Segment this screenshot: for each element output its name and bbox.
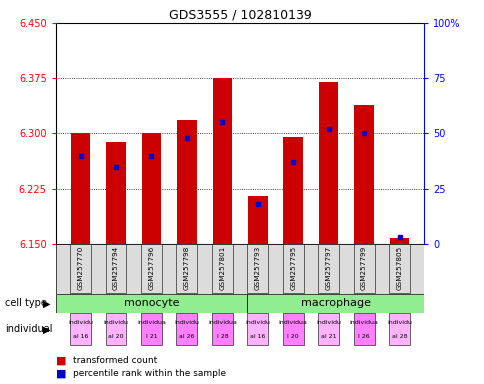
FancyBboxPatch shape bbox=[141, 244, 162, 293]
FancyBboxPatch shape bbox=[176, 244, 197, 293]
Bar bbox=[177, 120, 196, 244]
FancyBboxPatch shape bbox=[282, 313, 303, 345]
Text: GSM257799: GSM257799 bbox=[361, 245, 366, 290]
Title: GDS3555 / 102810139: GDS3555 / 102810139 bbox=[168, 9, 311, 22]
FancyBboxPatch shape bbox=[106, 313, 126, 345]
Bar bbox=[389, 238, 408, 244]
Text: individu: individu bbox=[245, 320, 270, 325]
FancyBboxPatch shape bbox=[70, 244, 91, 293]
FancyBboxPatch shape bbox=[247, 313, 268, 345]
FancyBboxPatch shape bbox=[212, 244, 232, 293]
Bar bbox=[283, 137, 302, 244]
Text: l 26: l 26 bbox=[358, 334, 369, 339]
Text: individu: individu bbox=[386, 320, 411, 325]
FancyBboxPatch shape bbox=[318, 244, 338, 293]
Text: ■: ■ bbox=[56, 368, 66, 378]
Text: GSM257797: GSM257797 bbox=[325, 245, 331, 290]
Text: GSM257793: GSM257793 bbox=[254, 245, 260, 290]
Text: GSM257798: GSM257798 bbox=[183, 245, 190, 290]
Text: GSM257805: GSM257805 bbox=[396, 245, 402, 290]
Text: cell type: cell type bbox=[5, 298, 46, 308]
Text: ■: ■ bbox=[56, 356, 66, 366]
FancyBboxPatch shape bbox=[282, 244, 303, 293]
Text: percentile rank within the sample: percentile rank within the sample bbox=[73, 369, 226, 378]
Text: GSM257795: GSM257795 bbox=[289, 245, 296, 290]
Text: individua: individua bbox=[208, 320, 236, 325]
FancyBboxPatch shape bbox=[56, 294, 247, 313]
Text: individu: individu bbox=[316, 320, 340, 325]
FancyBboxPatch shape bbox=[353, 244, 374, 293]
Text: ▶: ▶ bbox=[43, 324, 50, 334]
Text: GSM257794: GSM257794 bbox=[113, 245, 119, 290]
Text: individu: individu bbox=[68, 320, 93, 325]
Text: al 20: al 20 bbox=[108, 334, 123, 339]
Text: individua: individua bbox=[278, 320, 307, 325]
Text: al 16: al 16 bbox=[73, 334, 88, 339]
FancyBboxPatch shape bbox=[388, 244, 409, 293]
FancyBboxPatch shape bbox=[247, 244, 268, 293]
Text: GSM257801: GSM257801 bbox=[219, 245, 225, 290]
Text: monocyte: monocyte bbox=[123, 298, 179, 308]
Text: transformed count: transformed count bbox=[73, 356, 157, 366]
Bar bbox=[354, 106, 373, 244]
Bar bbox=[212, 78, 232, 244]
Text: l 28: l 28 bbox=[216, 334, 227, 339]
Text: individua: individua bbox=[349, 320, 378, 325]
FancyBboxPatch shape bbox=[247, 294, 424, 313]
Bar bbox=[318, 82, 338, 244]
FancyBboxPatch shape bbox=[353, 313, 374, 345]
Bar bbox=[106, 142, 125, 244]
FancyBboxPatch shape bbox=[70, 313, 91, 345]
FancyBboxPatch shape bbox=[141, 313, 162, 345]
Text: al 26: al 26 bbox=[179, 334, 194, 339]
Bar bbox=[141, 134, 161, 244]
Text: GSM257796: GSM257796 bbox=[148, 245, 154, 290]
Text: individu: individu bbox=[174, 320, 199, 325]
Bar bbox=[71, 134, 90, 244]
Text: individual: individual bbox=[5, 324, 52, 334]
Text: individua: individua bbox=[137, 320, 166, 325]
FancyBboxPatch shape bbox=[106, 244, 126, 293]
Text: l 20: l 20 bbox=[287, 334, 299, 339]
Text: al 28: al 28 bbox=[391, 334, 407, 339]
Bar bbox=[247, 196, 267, 244]
Text: ▶: ▶ bbox=[43, 298, 50, 308]
Text: al 21: al 21 bbox=[320, 334, 336, 339]
FancyBboxPatch shape bbox=[318, 313, 338, 345]
Text: GSM257770: GSM257770 bbox=[77, 245, 83, 290]
Text: l 21: l 21 bbox=[145, 334, 157, 339]
FancyBboxPatch shape bbox=[388, 313, 409, 345]
Text: macrophage: macrophage bbox=[300, 298, 370, 308]
FancyBboxPatch shape bbox=[176, 313, 197, 345]
Text: individu: individu bbox=[103, 320, 128, 325]
Text: al 16: al 16 bbox=[250, 334, 265, 339]
FancyBboxPatch shape bbox=[212, 313, 232, 345]
